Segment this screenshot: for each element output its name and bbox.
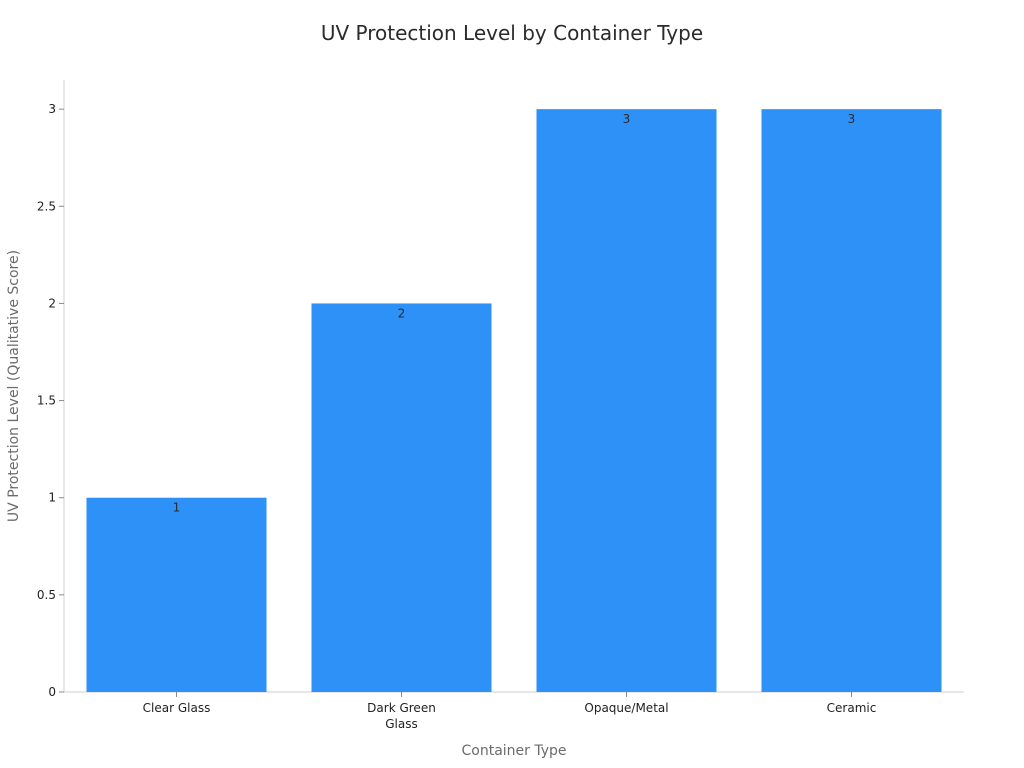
y-tick-label: 0.5 [37, 588, 56, 602]
data-label: 3 [848, 112, 856, 126]
y-tick-label: 0 [48, 685, 56, 699]
y-axis: 0 0.5 1 1.5 2 2.5 3 [37, 80, 65, 699]
x-axis-title: Container Type [461, 743, 566, 759]
bar [86, 497, 267, 692]
data-label: 2 [398, 306, 406, 320]
x-tick-label: Opaque/Metal [584, 701, 668, 715]
data-labels: 1 2 3 3 [173, 112, 856, 515]
x-axis: Clear Glass Dark Green Glass Opaque/Metal Ce… [64, 691, 964, 731]
x-tick-label: Glass [385, 717, 418, 731]
x-tick-label: Clear Glass [143, 701, 211, 715]
y-axis-title: UV Protection Level (Qualitative Score) [6, 250, 22, 522]
bar-series [86, 109, 942, 692]
y-tick-label: 1.5 [37, 394, 56, 408]
y-tick-label: 2.5 [37, 199, 56, 213]
bar [761, 109, 942, 692]
data-label: 3 [623, 112, 631, 126]
y-tick-label: 3 [48, 102, 56, 116]
y-tick-label: 1 [48, 491, 56, 505]
y-tick-label: 2 [48, 296, 56, 310]
x-tick-label: Ceramic [827, 701, 877, 715]
bar [536, 109, 717, 692]
chart-title: UV Protection Level by Container Type [321, 21, 703, 45]
bar [311, 303, 492, 692]
data-label: 1 [173, 501, 181, 515]
x-tick-label: Dark Green [367, 701, 436, 715]
